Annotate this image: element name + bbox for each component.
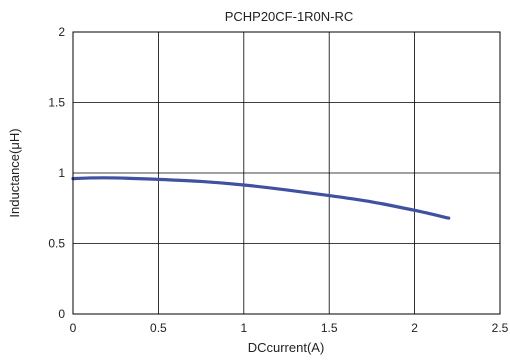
y-axis-label: Inductance(μH) xyxy=(7,128,22,217)
x-tick-label: 0.5 xyxy=(150,321,167,335)
y-tick-label: 1.5 xyxy=(48,96,65,110)
x-tick-label: 1.5 xyxy=(321,321,338,335)
tick-labels: 0 0.5 1 1.5 2 2.5 0 0.5 1 1.5 2 xyxy=(48,25,508,335)
inductance-series-line xyxy=(71,176,451,220)
x-tick-label: 0 xyxy=(70,321,77,335)
series-layer xyxy=(71,176,451,220)
grid xyxy=(72,31,501,315)
y-tick-label: 0 xyxy=(58,307,65,321)
y-tick-label: 0.5 xyxy=(48,237,65,251)
x-tick-label: 2.5 xyxy=(492,321,509,335)
plot-frame xyxy=(72,31,501,315)
chart-title: PCHP20CF-1R0N-RC xyxy=(225,9,354,24)
x-axis-label: DCcurrent(A) xyxy=(248,340,325,355)
y-tick-label: 1 xyxy=(58,166,65,180)
x-tick-label: 1 xyxy=(240,321,247,335)
x-tick-label: 2 xyxy=(411,321,418,335)
y-tick-label: 2 xyxy=(58,25,65,39)
